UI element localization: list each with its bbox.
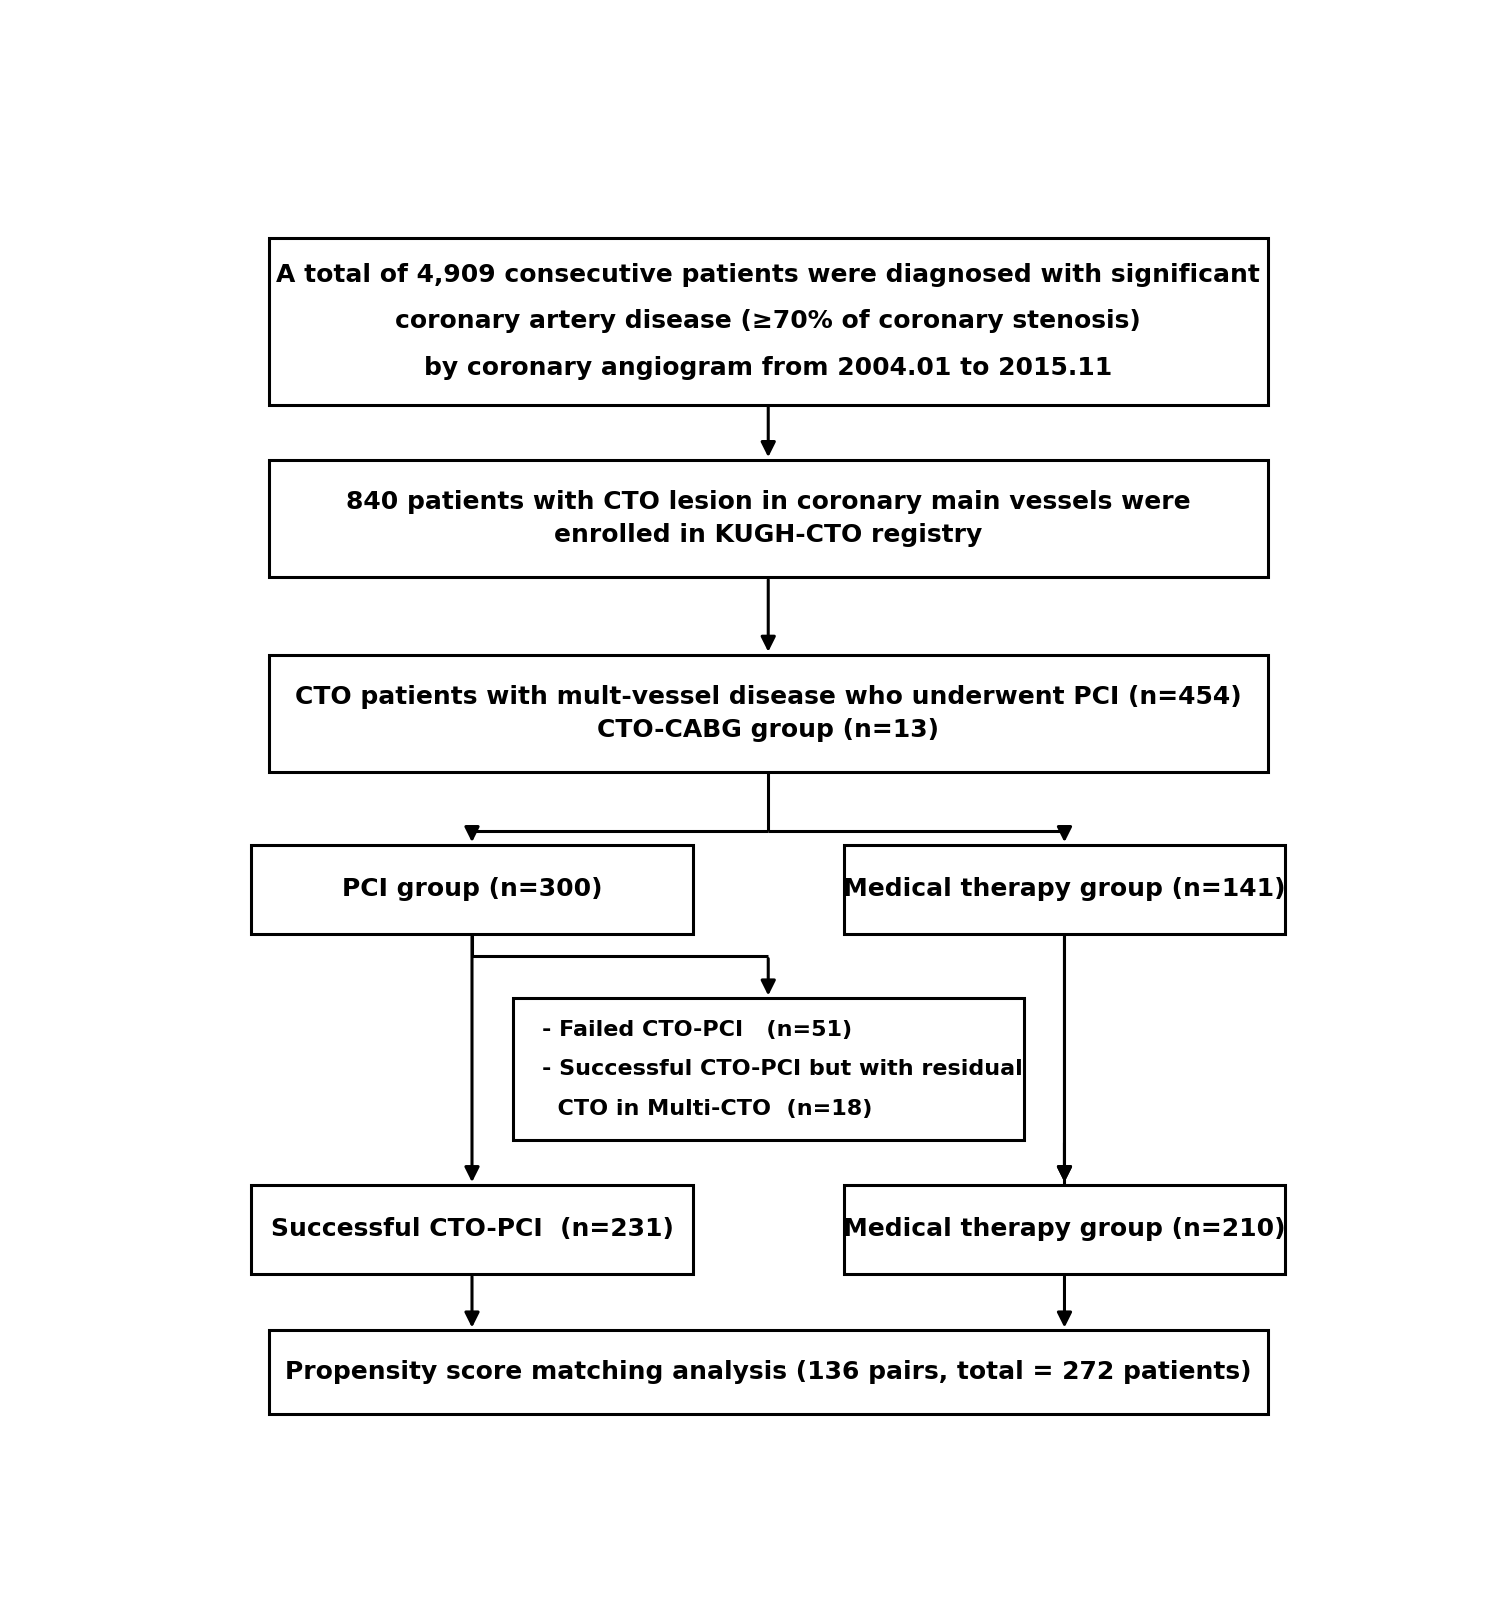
Text: by coronary angiogram from 2004.01 to 2015.11: by coronary angiogram from 2004.01 to 20… xyxy=(424,355,1112,379)
FancyBboxPatch shape xyxy=(844,845,1285,934)
Text: CTO in Multi-CTO  (n=18): CTO in Multi-CTO (n=18) xyxy=(541,1099,872,1118)
FancyBboxPatch shape xyxy=(268,238,1268,405)
Text: - Successful CTO-PCI but with residual: - Successful CTO-PCI but with residual xyxy=(541,1059,1022,1078)
Text: - Failed CTO-PCI   (n=51): - Failed CTO-PCI (n=51) xyxy=(541,1019,851,1040)
Text: PCI group (n=300): PCI group (n=300) xyxy=(342,877,603,901)
FancyBboxPatch shape xyxy=(252,845,693,934)
Text: CTO-CABG group (n=13): CTO-CABG group (n=13) xyxy=(597,717,940,741)
Text: enrolled in KUGH-CTO registry: enrolled in KUGH-CTO registry xyxy=(555,523,982,547)
Text: Medical therapy group (n=141): Medical therapy group (n=141) xyxy=(844,877,1286,901)
Text: CTO patients with mult-vessel disease who underwent PCI (n=454): CTO patients with mult-vessel disease wh… xyxy=(295,685,1241,709)
Text: A total of 4,909 consecutive patients were diagnosed with significant: A total of 4,909 consecutive patients we… xyxy=(276,262,1261,286)
Text: Medical therapy group (n=210): Medical therapy group (n=210) xyxy=(844,1218,1286,1242)
Text: Propensity score matching analysis (136 pairs, total = 272 patients): Propensity score matching analysis (136 … xyxy=(285,1360,1252,1384)
FancyBboxPatch shape xyxy=(844,1186,1285,1274)
Text: coronary artery disease (≥70% of coronary stenosis): coronary artery disease (≥70% of coronar… xyxy=(396,309,1141,333)
FancyBboxPatch shape xyxy=(513,998,1024,1141)
FancyBboxPatch shape xyxy=(268,1330,1268,1414)
FancyBboxPatch shape xyxy=(252,1186,693,1274)
Text: Successful CTO-PCI  (n=231): Successful CTO-PCI (n=231) xyxy=(270,1218,673,1242)
Text: 840 patients with CTO lesion in coronary main vessels were: 840 patients with CTO lesion in coronary… xyxy=(346,490,1190,514)
FancyBboxPatch shape xyxy=(268,654,1268,771)
FancyBboxPatch shape xyxy=(268,459,1268,578)
